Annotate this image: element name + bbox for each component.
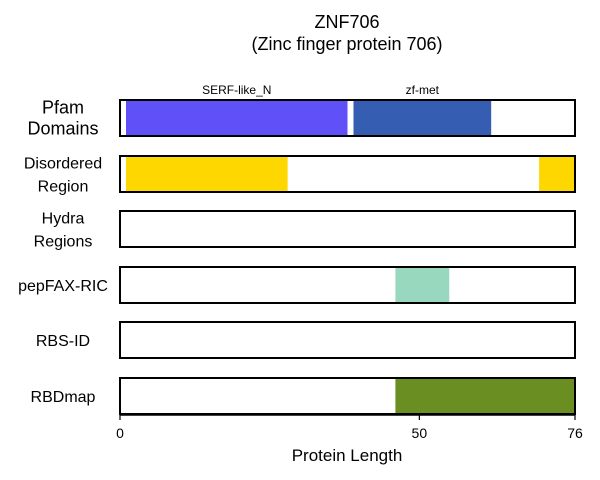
x-axis-label: Protein Length [292, 446, 403, 465]
track-background [120, 322, 575, 358]
track-4: RBS-ID [36, 321, 576, 359]
track-3: pepFAX-RIC [18, 266, 576, 304]
chart-subtitle: (Zinc finger protein 706) [251, 34, 442, 54]
track-segment [395, 378, 575, 414]
track-border [119, 377, 576, 415]
x-axis: 0 50 76 [116, 414, 583, 441]
track-border [119, 99, 576, 137]
x-tick-label: 76 [567, 425, 583, 441]
track-label: Disordered [24, 156, 102, 173]
x-tick-label: 50 [412, 425, 428, 441]
track-label: pepFAX-RIC [18, 278, 108, 295]
track-border [119, 155, 576, 193]
segment-label: SERF-like_N [202, 83, 271, 97]
track-1: Disordered Region [24, 155, 576, 196]
track-label: Region [38, 179, 89, 196]
track-segment [353, 100, 492, 136]
track-label: RBS-ID [36, 333, 90, 350]
segment-label: zf-met [406, 83, 440, 97]
track-segment [395, 267, 450, 303]
track-border [119, 266, 576, 304]
track-border [119, 321, 576, 359]
track-2: Hydra Regions [34, 210, 576, 251]
track-label: Regions [34, 234, 93, 251]
track-label: RBDmap [31, 389, 96, 406]
track-segment [539, 156, 575, 192]
track-border [119, 210, 576, 248]
track-background [120, 267, 575, 303]
track-label: Domains [27, 119, 98, 139]
track-segment [125, 156, 288, 192]
chart-title: ZNF706 [314, 12, 379, 32]
track-label: Hydra [42, 211, 85, 228]
track-segment [125, 100, 348, 136]
x-tick-label: 0 [116, 425, 124, 441]
track-label: Pfam [42, 98, 84, 118]
track-background [120, 211, 575, 247]
track-5: RBDmap [31, 377, 576, 415]
